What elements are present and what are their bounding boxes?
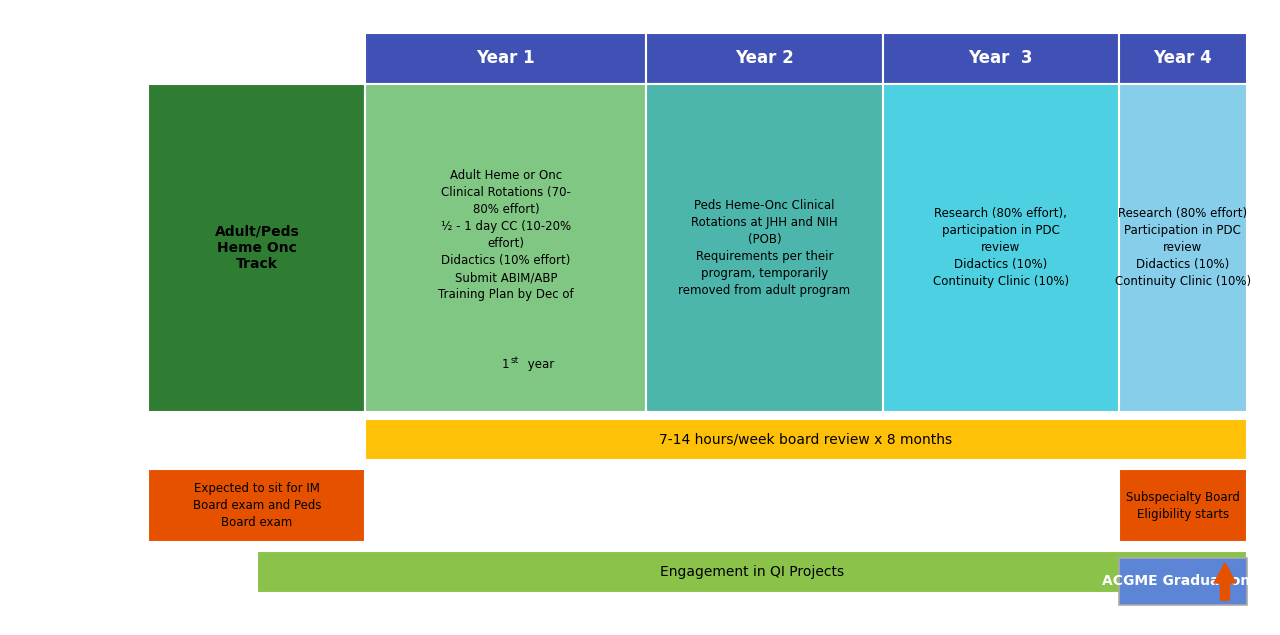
Polygon shape (1215, 563, 1235, 600)
FancyBboxPatch shape (646, 84, 883, 412)
Text: Year  3: Year 3 (969, 50, 1033, 67)
Text: Peds Heme-Onc Clinical
Rotations at JHH and NIH
(POB)
Requirements per their
pro: Peds Heme-Onc Clinical Rotations at JHH … (678, 199, 851, 297)
Text: Year 1: Year 1 (476, 50, 535, 67)
FancyBboxPatch shape (883, 84, 1119, 412)
FancyBboxPatch shape (365, 84, 646, 412)
FancyBboxPatch shape (1119, 469, 1247, 542)
Text: ACGME Graduation: ACGME Graduation (1102, 575, 1251, 589)
Text: year: year (524, 358, 554, 371)
FancyBboxPatch shape (257, 551, 1247, 592)
FancyBboxPatch shape (646, 33, 883, 84)
FancyBboxPatch shape (883, 33, 1119, 84)
FancyBboxPatch shape (365, 33, 646, 84)
Text: 1: 1 (502, 358, 509, 371)
Text: st: st (511, 356, 520, 365)
FancyBboxPatch shape (1119, 558, 1247, 605)
Text: Adult Heme or Onc
Clinical Rotations (70-
80% effort)
½ - 1 day CC (10-20%
effor: Adult Heme or Onc Clinical Rotations (70… (438, 170, 573, 302)
FancyBboxPatch shape (1119, 84, 1247, 412)
Text: Year 2: Year 2 (735, 50, 794, 67)
FancyBboxPatch shape (148, 84, 365, 412)
FancyBboxPatch shape (365, 418, 1247, 460)
FancyBboxPatch shape (148, 469, 365, 542)
Text: Engagement in QI Projects: Engagement in QI Projects (659, 565, 844, 579)
Text: Research (80% effort)
Participation in PDC
review
Didactics (10%)
Continuity Cli: Research (80% effort) Participation in P… (1115, 208, 1251, 288)
Text: Adult/Peds
Heme Onc
Track: Adult/Peds Heme Onc Track (215, 225, 300, 271)
FancyBboxPatch shape (1119, 33, 1247, 84)
Text: Research (80% effort),
participation in PDC
review
Didactics (10%)
Continuity Cl: Research (80% effort), participation in … (933, 208, 1069, 288)
Text: 7-14 hours/week board review x 8 months: 7-14 hours/week board review x 8 months (659, 432, 952, 446)
Text: Year 4: Year 4 (1153, 50, 1212, 67)
Text: Expected to sit for IM
Board exam and Peds
Board exam: Expected to sit for IM Board exam and Pe… (192, 482, 321, 529)
Text: Subspecialty Board
Eligibility starts: Subspecialty Board Eligibility starts (1126, 491, 1240, 521)
